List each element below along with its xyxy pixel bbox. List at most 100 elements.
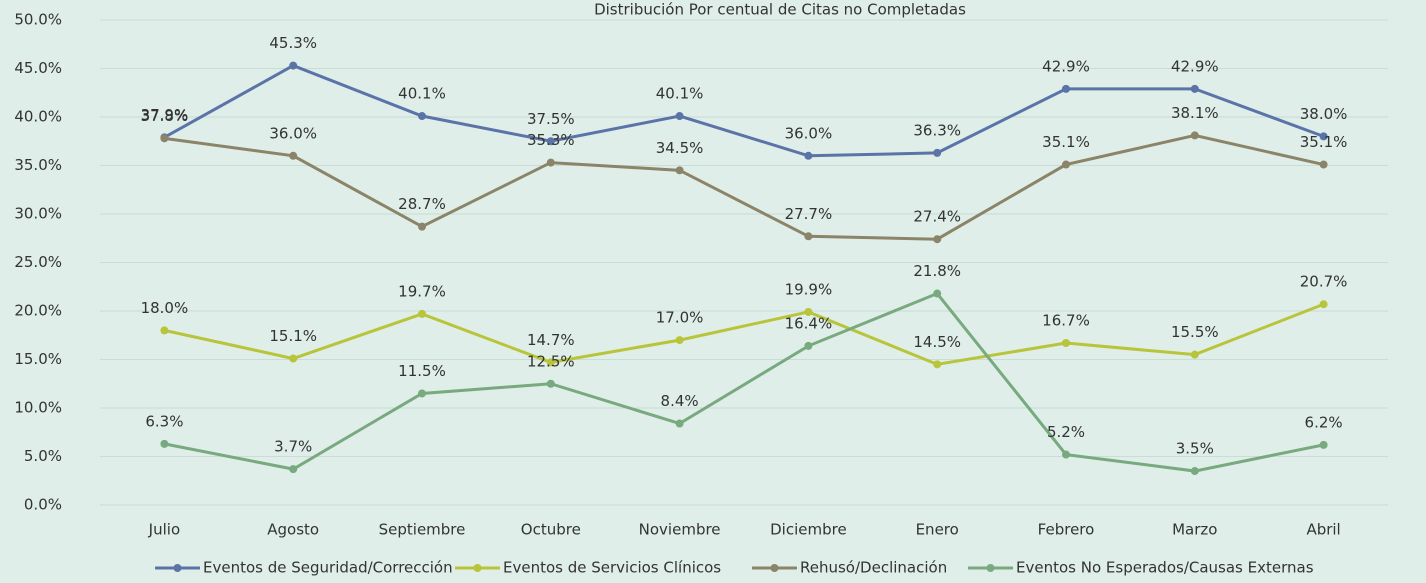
series-line [164,291,1324,473]
data-label: 20.7% [1300,273,1348,291]
legend-label: Eventos de Servicios Clínicos [503,559,721,577]
data-label: 14.7% [527,331,575,349]
data-point [1319,440,1328,449]
data-point [933,289,942,298]
data-point [804,151,813,160]
y-tick-label: 40.0% [14,108,62,126]
x-tick-label: Enero [916,521,959,539]
x-tick-label: Septiembre [379,521,466,539]
data-label: 37.9% [141,106,189,124]
data-label: 36.0% [269,124,317,142]
data-point [1319,132,1328,141]
data-label: 35.1% [1042,133,1090,151]
data-label: 19.9% [785,280,833,298]
y-tick-label: 25.0% [14,253,62,271]
data-point [160,439,169,448]
data-label: 17.0% [656,309,704,327]
data-label: 6.3% [145,412,183,430]
data-label: 15.5% [1171,323,1219,341]
legend-label: Eventos No Esperados/Causas Externas [1016,559,1314,577]
data-label: 11.5% [398,362,446,380]
data-point [546,137,555,146]
data-label: 19.7% [398,282,446,300]
y-tick-label: 50.0% [14,11,62,29]
data-label: 27.7% [785,205,833,223]
data-label: 38.0% [1300,105,1348,123]
data-label: 3.5% [1176,440,1214,458]
x-tick-label: Marzo [1172,521,1217,539]
data-point [675,336,684,345]
legend-marker [473,564,482,572]
data-point [1062,160,1070,169]
data-label: 6.2% [1305,413,1343,431]
data-label: 16.7% [1042,312,1090,330]
data-point [933,148,942,157]
x-tick-label: Julio [148,521,180,539]
x-tick-label: Diciembre [770,521,847,539]
data-label: 21.8% [913,262,961,280]
data-point [546,379,555,388]
y-tick-label: 45.0% [14,59,62,77]
legend-marker [770,564,779,572]
series-line [164,302,1325,366]
y-tick-label: 15.0% [14,350,62,368]
data-point [804,307,813,316]
data-point [418,389,426,398]
data-label: 34.5% [656,139,704,157]
data-label: 37.5% [527,110,575,128]
data-point [1190,131,1199,140]
data-label: 42.9% [1171,57,1219,75]
legend-label: Eventos de Seguridad/Corrección [203,559,453,577]
y-tick-label: 10.0% [14,399,62,417]
data-label: 40.1% [656,85,704,103]
data-point [418,222,426,231]
data-point [804,341,813,350]
data-label: 38.1% [1171,104,1219,122]
data-label: 36.0% [785,124,833,142]
data-point [546,158,555,167]
data-point [675,166,684,175]
data-label: 28.7% [398,195,446,213]
data-point [289,354,298,363]
y-tick-label: 20.0% [14,302,62,320]
data-label: 42.9% [1042,57,1090,75]
x-tick-label: Octubre [521,521,581,539]
data-point [1319,160,1328,169]
data-point [1190,350,1199,359]
data-point [289,151,298,160]
y-tick-label: 0.0% [24,496,62,514]
series-line [164,133,1324,241]
data-label: 12.5% [527,352,575,370]
series-line [163,63,1325,158]
legend-label: Rehusó/Declinación [800,559,947,577]
data-label: 45.3% [269,34,317,52]
data-point [804,232,813,241]
y-tick-label: 35.0% [14,156,62,174]
data-label: 27.4% [913,208,961,226]
y-tick-label: 5.0% [24,447,62,465]
data-label: 18.0% [141,299,189,317]
data-label: 5.2% [1047,423,1085,441]
data-point [1190,84,1199,93]
data-point [418,309,426,318]
data-label: 14.5% [913,333,961,351]
data-label: 15.1% [269,327,317,345]
legend-marker [986,564,995,572]
data-point [933,235,942,244]
data-point [933,360,942,369]
data-point [675,112,684,121]
x-tick-label: Agosto [267,521,319,539]
data-point [1319,300,1328,309]
chart-title: Distribución Por centual de Citas no Com… [594,1,966,19]
y-tick-label: 30.0% [14,205,62,223]
data-label: 3.7% [274,438,312,456]
x-tick-label: Febrero [1038,521,1095,539]
data-label: 8.4% [661,392,699,410]
x-tick-label: Noviembre [639,521,721,539]
data-label: 16.4% [785,314,833,332]
data-point [1062,450,1070,459]
data-point [289,61,298,70]
data-label: 36.3% [913,121,961,139]
data-point [546,358,555,367]
data-point [160,134,169,143]
